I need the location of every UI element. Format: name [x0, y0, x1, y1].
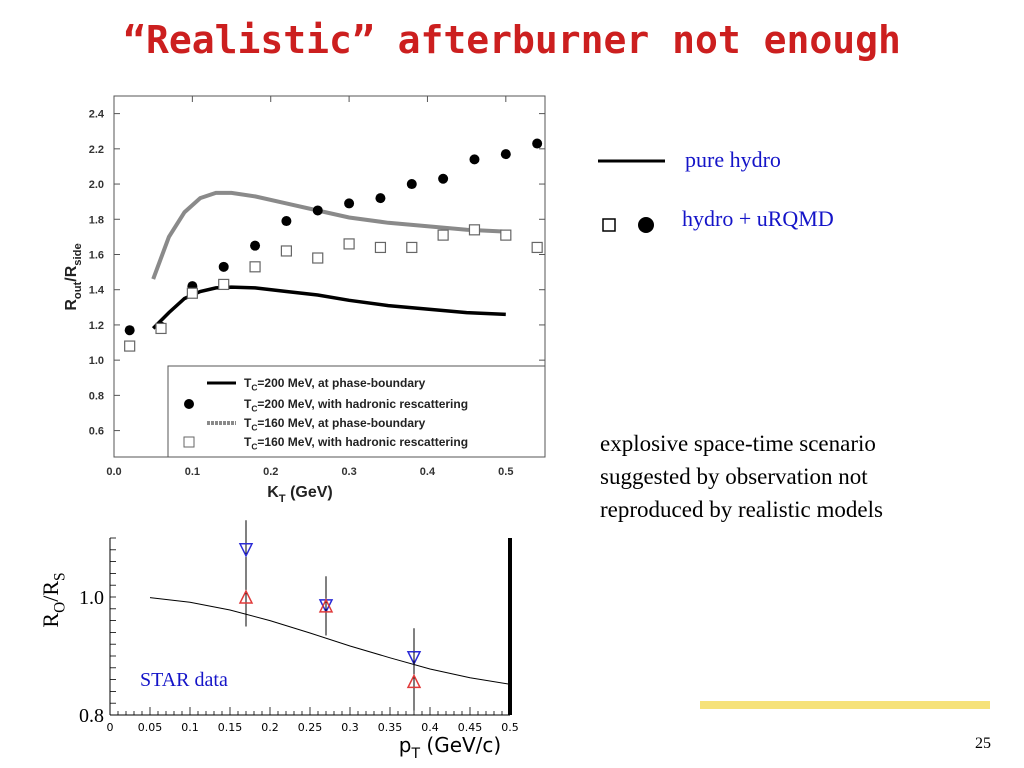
y-tick-label: 1.6	[89, 249, 104, 261]
x-tick-label: 0.5	[498, 466, 513, 478]
data-point-square	[437, 229, 449, 241]
note-line: reproduced by realistic models	[600, 497, 883, 522]
data-point-square	[343, 238, 355, 250]
data-point-circle	[375, 193, 386, 204]
data-point-circle	[438, 173, 449, 184]
open-square-swatch	[602, 218, 616, 232]
x-tick-label: 0.5	[501, 721, 519, 734]
slide-number: 25	[975, 735, 991, 752]
legend-box	[167, 365, 546, 458]
y-tick-label: 1.2	[89, 320, 104, 332]
x-tick-label: 0.2	[263, 466, 278, 478]
data-point-square	[280, 245, 292, 257]
pure-hydro-label: pure hydro	[685, 147, 781, 172]
data-point-square	[218, 278, 230, 291]
note-line: explosive space-time scenario	[600, 431, 876, 456]
x-tick-label: 0.45	[458, 721, 483, 734]
legend-entry: TC​=200 MeV, at phase-boundary	[244, 376, 426, 393]
x-tick-label: 0.25	[298, 721, 323, 734]
data-point-square	[155, 322, 167, 335]
highlight-bar	[700, 701, 990, 709]
data-point-square	[406, 241, 418, 254]
series-line-tc200	[151, 285, 506, 330]
data-point-circle	[250, 240, 261, 251]
x-tick-label: 0.4	[420, 466, 436, 478]
y-tick-label: 1.8	[89, 214, 104, 226]
data-point-up-triangle	[406, 673, 422, 689]
y-tick-label: 1.0	[89, 355, 104, 367]
y-tick-label: 0.6	[89, 426, 104, 438]
x-axis-label: pT​ (GeV/c)	[399, 733, 501, 762]
data-point-square	[468, 224, 481, 236]
legend-swatch-square	[183, 436, 195, 448]
x-tick-label: 0	[107, 721, 114, 734]
filled-circle-swatch	[638, 217, 654, 233]
x-tick-label: 0.4	[421, 721, 439, 734]
x-tick-label: 0.05	[138, 721, 163, 734]
legend-swatch-circle	[184, 399, 194, 409]
data-point-circle	[312, 205, 323, 216]
data-point-circle	[406, 179, 417, 190]
explanation-note: explosive space-time scenario suggested …	[600, 427, 883, 526]
series-line-tc160	[151, 190, 506, 280]
x-tick-label: 0.3	[341, 466, 356, 478]
x-tick-label: 0.35	[378, 721, 403, 734]
data-point-square	[500, 229, 512, 241]
data-point-circle	[124, 325, 135, 336]
data-point-square	[531, 241, 543, 254]
data-point-circle	[469, 154, 480, 165]
y-tick-label: 2.0	[89, 179, 104, 191]
legend-entry: TC​=200 MeV, with hadronic rescattering	[244, 397, 468, 414]
data-point-up-triangle	[238, 589, 254, 604]
note-line: suggested by observation not	[600, 464, 868, 489]
data-point-square	[186, 287, 198, 299]
data-point-circle	[281, 216, 292, 227]
data-point-square	[124, 340, 136, 352]
y-axis-label: Rout​/Rside​	[63, 243, 84, 310]
data-point-down-triangle	[406, 651, 422, 666]
data-point-circle	[344, 198, 355, 209]
legend-entry: TC​=160 MeV, at phase-boundary	[244, 416, 426, 433]
star-data-annotation: STAR data	[140, 669, 228, 691]
x-tick-label: 0.1	[185, 466, 200, 478]
x-tick-label: 0.2	[261, 721, 279, 734]
y-tick-label: 1.0	[79, 587, 104, 609]
y-tick-label: 0.8	[79, 705, 104, 727]
data-point-down-triangle	[238, 543, 254, 558]
data-point-circle	[500, 149, 511, 160]
data-point-up-triangle	[318, 598, 334, 613]
data-point-square	[249, 261, 261, 273]
x-tick-label: 0.0	[106, 466, 121, 478]
y-axis-label: RO​/RS​	[38, 572, 69, 627]
x-tick-label: 0.3	[341, 721, 359, 734]
x-axis-label: KT​ (GeV)	[267, 484, 333, 505]
data-point-circle	[218, 261, 229, 272]
y-tick-label: 2.4	[89, 109, 105, 121]
data-point-square	[312, 252, 324, 264]
x-tick-label: 0.1	[181, 721, 199, 734]
x-tick-label: 0.15	[218, 721, 243, 734]
data-point-circle	[532, 138, 543, 149]
legend-entry: TC​=160 MeV, with hadronic rescattering	[244, 435, 468, 452]
slide-title: “Realistic” afterburner not enough	[123, 18, 901, 62]
data-point-square	[374, 241, 387, 254]
hydro-urqmd-label: hydro + uRQMD	[682, 206, 834, 231]
y-tick-label: 1.4	[89, 285, 105, 297]
y-tick-label: 0.8	[89, 390, 104, 402]
y-tick-label: 2.2	[89, 144, 104, 156]
model-curve	[149, 597, 511, 685]
